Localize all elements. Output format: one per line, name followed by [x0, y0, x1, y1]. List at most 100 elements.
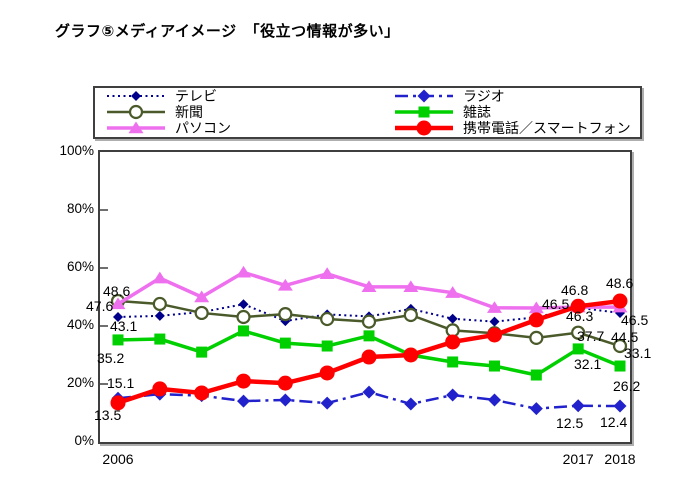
keitai-marker — [236, 373, 251, 389]
legend-item-shimbun: 新聞 — [105, 104, 393, 120]
legend-label-zasshi: 雑誌 — [463, 104, 491, 120]
pc-marker — [403, 280, 419, 293]
data-label: 33.1 — [624, 345, 652, 361]
pc-marker — [110, 297, 126, 310]
data-label: 46.5 — [621, 312, 649, 328]
radio-marker — [278, 393, 292, 407]
y-axis-tick-label: 20% — [66, 375, 94, 390]
keitai-marker — [612, 293, 628, 309]
data-label: 46.3 — [566, 308, 594, 324]
pc-marker — [236, 265, 251, 278]
zasshi-marker — [530, 369, 542, 381]
shimbun-marker — [612, 338, 628, 354]
shimbun-marker — [403, 307, 418, 323]
radio-line-icon — [395, 89, 453, 103]
keitai-marker — [416, 120, 432, 136]
data-label: 46.5 — [542, 296, 570, 312]
data-label: 15.1 — [107, 375, 135, 391]
y-axis-tick-label: 60% — [66, 259, 94, 274]
keitai-marker — [361, 349, 377, 365]
tv-marker — [238, 299, 249, 310]
x-axis-label-2006: 2006 — [102, 451, 134, 467]
tv-marker — [154, 310, 165, 321]
shimbun-marker — [194, 305, 209, 321]
y-axis-tick-label: 100% — [59, 143, 94, 158]
pc-marker — [128, 121, 144, 134]
keitai-marker — [152, 381, 168, 397]
shimbun-marker — [361, 314, 377, 329]
shimbun-marker — [152, 296, 167, 312]
legend: テレビ ラジオ新聞 雑誌パソコン 携帯電話／スマートフォン — [93, 86, 642, 139]
x-axis-label-2017: 2017 — [562, 451, 594, 467]
radio-marker — [529, 402, 543, 416]
legend-item-zasshi: 雑誌 — [393, 104, 636, 120]
pc-marker — [194, 290, 210, 303]
keitai-line-icon — [395, 120, 453, 136]
zasshi-line-icon — [395, 106, 453, 118]
shimbun-marker — [236, 309, 251, 325]
shimbun-marker — [529, 330, 544, 345]
pc-marker — [319, 267, 335, 279]
zasshi-marker — [447, 356, 459, 368]
pc-marker — [445, 286, 461, 298]
keitai-marker — [319, 365, 335, 381]
y-axis-tick-label: 80% — [66, 201, 94, 216]
shimbun-marker — [571, 325, 586, 340]
radio-marker — [613, 399, 627, 413]
radio-marker — [571, 399, 585, 413]
data-label: 48.6 — [103, 283, 131, 299]
legend-label-tv: テレビ — [175, 88, 217, 104]
data-label: 32.1 — [574, 356, 602, 372]
y-axis-tick-label: 0% — [74, 433, 94, 448]
zasshi-marker — [279, 337, 291, 349]
keitai-marker — [445, 334, 461, 350]
legend-item-tv: テレビ — [105, 88, 393, 104]
zasshi-marker — [572, 343, 584, 355]
keitai-marker — [403, 347, 419, 363]
radio-marker — [446, 388, 460, 402]
keitai-marker — [528, 312, 544, 328]
legend-label-pc: パソコン — [175, 120, 231, 136]
data-label: 47.6 — [86, 298, 114, 314]
zasshi-marker — [196, 346, 208, 358]
tv-marker — [489, 316, 500, 327]
radio-marker — [237, 394, 250, 408]
pc-marker — [528, 301, 544, 314]
legend-label-radio: ラジオ — [463, 88, 505, 104]
legend-item-keitai: 携帯電話／スマートフォン — [393, 120, 636, 136]
keitai-marker — [487, 327, 502, 343]
keitai-marker — [570, 298, 586, 314]
pc-marker — [487, 301, 502, 313]
zasshi-marker — [154, 333, 166, 345]
pc-line-icon — [107, 121, 165, 134]
keitai-marker — [277, 375, 293, 391]
radio-marker — [320, 396, 334, 410]
plot-area — [98, 150, 632, 444]
pc-marker — [152, 271, 168, 284]
data-label: 13.5 — [94, 407, 122, 423]
keitai-marker — [110, 395, 126, 411]
legend-item-pc: パソコン — [105, 120, 393, 136]
zasshi-marker — [363, 330, 375, 342]
shimbun-marker — [278, 307, 293, 322]
pc-marker — [277, 278, 293, 291]
legend-item-radio: ラジオ — [393, 88, 636, 104]
zasshi-marker — [489, 360, 500, 372]
data-label: 43.1 — [110, 318, 138, 334]
tv-marker — [447, 313, 458, 324]
data-label: 44.5 — [611, 329, 639, 345]
chart-title: グラフ⑤メディアイメージ 「役立つ情報が多い」 — [55, 23, 400, 40]
radio-marker — [417, 89, 431, 103]
zasshi-marker — [418, 106, 430, 118]
radio-marker — [488, 393, 501, 407]
data-label: 12.4 — [600, 414, 628, 430]
tv-marker — [131, 91, 141, 101]
data-label: 26.2 — [613, 378, 641, 394]
y-axis-tick-label: 40% — [66, 317, 94, 332]
pc-marker — [361, 280, 377, 293]
data-label: 48.6 — [606, 275, 634, 291]
data-label: 35.2 — [97, 350, 125, 366]
tv-marker — [113, 312, 123, 323]
x-axis-label-2018: 2018 — [604, 451, 636, 467]
